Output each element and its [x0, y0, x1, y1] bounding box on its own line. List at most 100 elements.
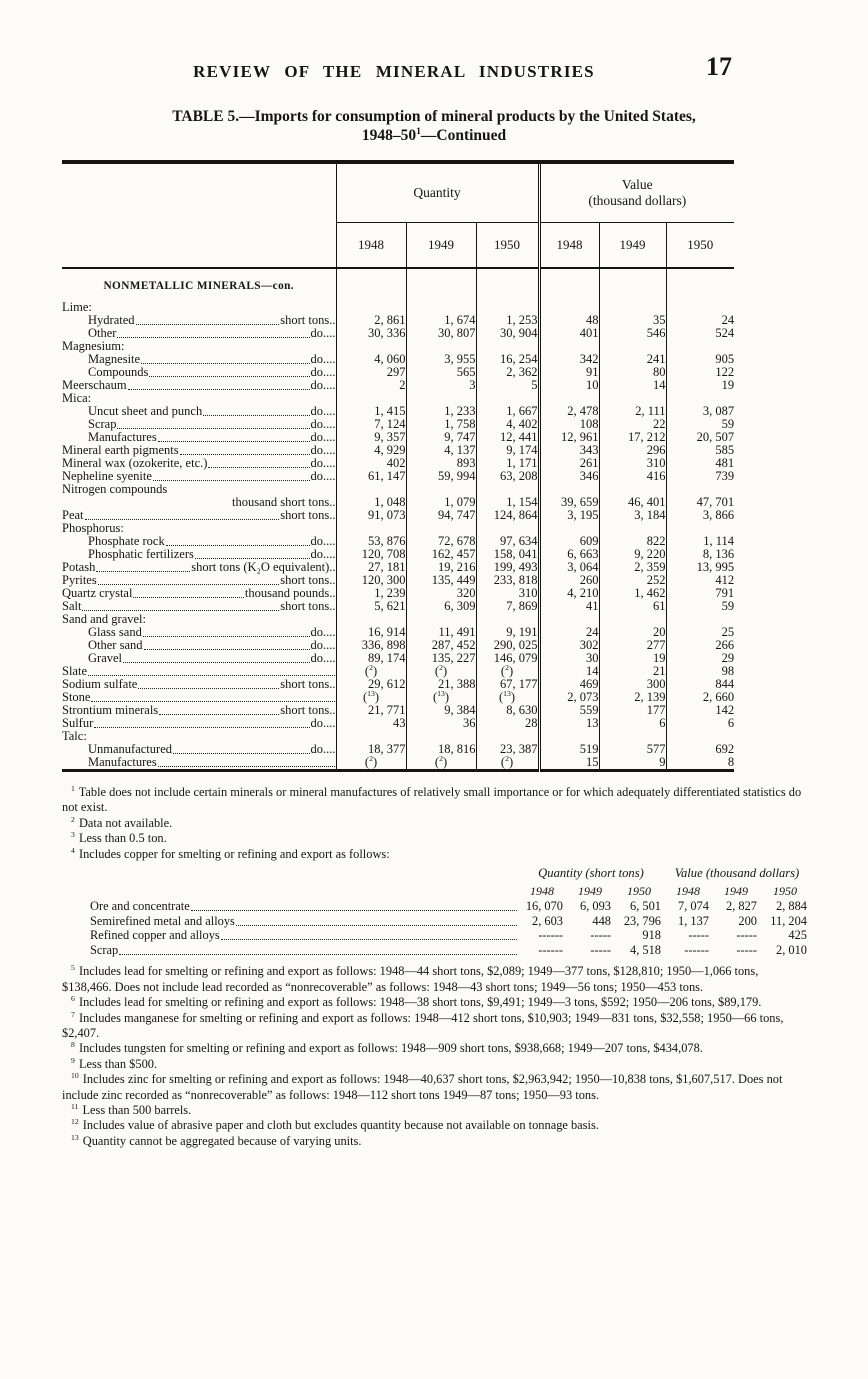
row-label-line: Phosphate rockdo.... — [62, 535, 336, 548]
footnote: 12 Includes value of abrasive paper and … — [62, 1118, 806, 1133]
footnotes-bottom: 5 Includes lead for smelting or refining… — [62, 964, 806, 1149]
copper-stub-header — [88, 866, 518, 880]
value-cell: 2, 362 — [476, 366, 539, 379]
row-label-line: Hydratedshort tons.. — [62, 314, 336, 327]
value-cell: 546 — [599, 327, 666, 340]
row-label-cell: Mica: — [62, 392, 336, 405]
leader-dots — [128, 389, 310, 390]
row-label-line: Glass sanddo.... — [62, 626, 336, 639]
leader-dots — [119, 954, 517, 955]
row-label-line: Manufacturesdo.... — [62, 431, 336, 444]
row-label-line: Mineral wax (ozokerite, etc.)do.... — [62, 457, 336, 470]
row-label-cell: Hydratedshort tons.. — [62, 314, 336, 327]
value-cell: 3, 866 — [666, 509, 734, 522]
leader-dots — [236, 925, 517, 926]
year-header: 1948 — [336, 223, 406, 269]
value-cell: 10 — [539, 379, 599, 392]
copper-table-row: Ore and concentrate16, 0706, 0936, 5017,… — [88, 899, 810, 914]
row-unit: short tons (K₂O equivalent).. — [191, 561, 335, 574]
copper-year-header: 1948 — [664, 880, 712, 899]
copper-label-line: Refined copper and alloys — [90, 928, 518, 943]
row-label: Stone — [62, 691, 90, 704]
row-label-line: Uncut sheet and punchdo.... — [62, 405, 336, 418]
copper-value-cell: 918 — [614, 928, 664, 943]
row-label-cell: Mineral wax (ozokerite, etc.)do.... — [62, 457, 336, 470]
copper-value-cell: ------ — [518, 943, 566, 958]
row-label-line: Strontium mineralsshort tons.. — [62, 704, 336, 717]
row-unit: do.... — [311, 470, 336, 483]
row-label-cell: Uncut sheet and punchdo.... — [62, 405, 336, 418]
row-label: Phosphate rock — [88, 535, 165, 548]
footnote: 2 Data not available. — [62, 816, 806, 831]
value-cell: (2) — [476, 756, 539, 771]
row-unit: do.... — [311, 743, 336, 756]
leader-dots — [117, 337, 309, 338]
value-cell — [539, 268, 599, 301]
copper-value-cell: ----- — [712, 943, 760, 958]
row-label-line: Pyritesshort tons.. — [62, 574, 336, 587]
value-cell: 63, 208 — [476, 470, 539, 483]
row-label-cell: Sodium sulfateshort tons.. — [62, 678, 336, 691]
value-cell: 30, 336 — [336, 327, 406, 340]
table-row: Sodium sulfateshort tons..29, 61221, 388… — [62, 678, 734, 691]
value-cell — [666, 268, 734, 301]
copper-row-label-cell: Semirefined metal and alloys — [88, 914, 518, 929]
value-cell: 6 — [666, 717, 734, 730]
copper-value-cell: 11, 204 — [760, 914, 810, 929]
copper-row-label: Scrap — [90, 943, 118, 958]
leader-dots — [98, 584, 280, 585]
copper-row-label: Semirefined metal and alloys — [90, 914, 235, 929]
document-page: 17 REVIEW OF THE MINERAL INDUSTRIES TABL… — [0, 0, 868, 1379]
leader-dots — [166, 545, 310, 546]
table-row: Manufactures(2)(2)(2)1598 — [62, 756, 734, 771]
page-number: 17 — [706, 52, 732, 82]
value-cell: 739 — [666, 470, 734, 483]
leader-dots — [88, 675, 335, 676]
row-label: Sodium sulfate — [62, 678, 137, 691]
copper-value-header: Value (thousand dollars) — [664, 866, 810, 880]
row-label-cell: Phosphorus: — [62, 522, 336, 535]
value-cell: 577 — [599, 743, 666, 756]
leader-dots — [136, 324, 280, 325]
table-row: Nepheline syenitedo....61, 14759, 99463,… — [62, 470, 734, 483]
row-label: Glass sand — [88, 626, 142, 639]
value-cell: 297 — [336, 366, 406, 379]
copper-year-row: 194819491950194819491950 — [88, 880, 810, 899]
value-cell: 6 — [599, 717, 666, 730]
value-cell: 1, 154 — [476, 483, 539, 509]
section-header: NONMETALLIC MINERALS—con. — [62, 269, 336, 301]
value-cell: 692 — [666, 743, 734, 756]
row-unit: do.... — [311, 366, 336, 379]
copper-value-cell: ----- — [712, 928, 760, 943]
row-label-cell: Sand and gravel: — [62, 613, 336, 626]
year-header: 1950 — [666, 223, 734, 269]
row-unit: do.... — [311, 379, 336, 392]
row-unit: do.... — [311, 717, 336, 730]
value-column-group-header: Value(thousand dollars) — [539, 162, 734, 223]
value-cell: 41 — [539, 600, 599, 613]
row-label-cell: NONMETALLIC MINERALS—con. — [62, 268, 336, 301]
leader-dots — [195, 558, 310, 559]
footnotes-top: 1 Table does not include certain mineral… — [62, 785, 806, 862]
row-unit: do.... — [311, 444, 336, 457]
row-label-cell: Mineral earth pigmentsdo.... — [62, 444, 336, 457]
row-label-cell: Stone — [62, 691, 336, 704]
value-cell: 61, 147 — [336, 470, 406, 483]
value-cell: 2 — [336, 379, 406, 392]
value-cell: 565 — [406, 366, 476, 379]
value-cell: (2) — [336, 756, 406, 771]
copper-value-cell: 2, 827 — [712, 899, 760, 914]
row-unit: thousand pounds.. — [245, 587, 336, 600]
copper-value-cell: ----- — [566, 928, 614, 943]
leader-dots — [158, 766, 335, 767]
footnote: 7 Includes manganese for smelting or ref… — [62, 1011, 806, 1042]
row-unit: short tons.. — [280, 509, 335, 522]
imports-table: Quantity Value(thousand dollars) 1948194… — [62, 160, 734, 772]
row-label-cell: Lime: — [62, 301, 336, 314]
footnote: 3 Less than 0.5 ton. — [62, 831, 806, 846]
value-cell: 124, 864 — [476, 509, 539, 522]
copper-value-cell: 23, 796 — [614, 914, 664, 929]
copper-label-line: Semirefined metal and alloys — [90, 914, 518, 929]
value-cell: 59 — [666, 600, 734, 613]
group-label: Sand and gravel: — [62, 613, 336, 626]
